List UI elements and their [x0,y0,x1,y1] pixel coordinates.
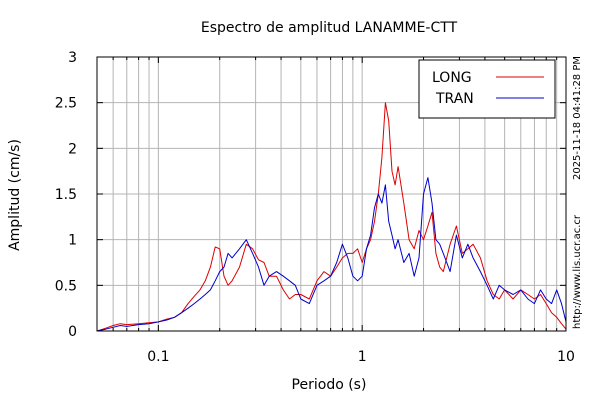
legend: LONG TRAN [418,59,556,119]
chart-title: Espectro de amplitud LANAMME-CTT [201,20,458,36]
legend-label-long: LONG [432,70,472,86]
timestamp-label: 2025-11-18 04:41:28 PM [572,56,583,180]
grid-lines [97,57,566,331]
y-tick-label: 3 [68,50,77,66]
x-tick-label: 1 [358,349,367,365]
website-label: http://www.lis.ucr.ac.cr [572,214,583,329]
y-tick-label: 1 [68,233,77,249]
x-tick-label: 0.1 [147,349,169,365]
legend-label-tran: TRAN [435,91,474,107]
tick-labels: 0 0.5 1 1.5 2 2.5 3 0.1 1 10 [55,50,575,365]
series-line-long [96,102,567,332]
x-tick-label: 10 [557,349,575,365]
legend-box [418,59,556,119]
series-line-tran [96,177,567,332]
x-axis-label: Periodo (s) [292,377,367,393]
y-tick-label: 2 [68,141,77,157]
y-tick-label: 2.5 [55,96,77,112]
y-tick-label: 0.5 [55,278,77,294]
y-axis-label: Amplitud (cm/s) [7,139,23,251]
series-layer [96,102,567,332]
y-tick-label: 1.5 [55,187,77,203]
y-tick-label: 0 [68,324,77,340]
